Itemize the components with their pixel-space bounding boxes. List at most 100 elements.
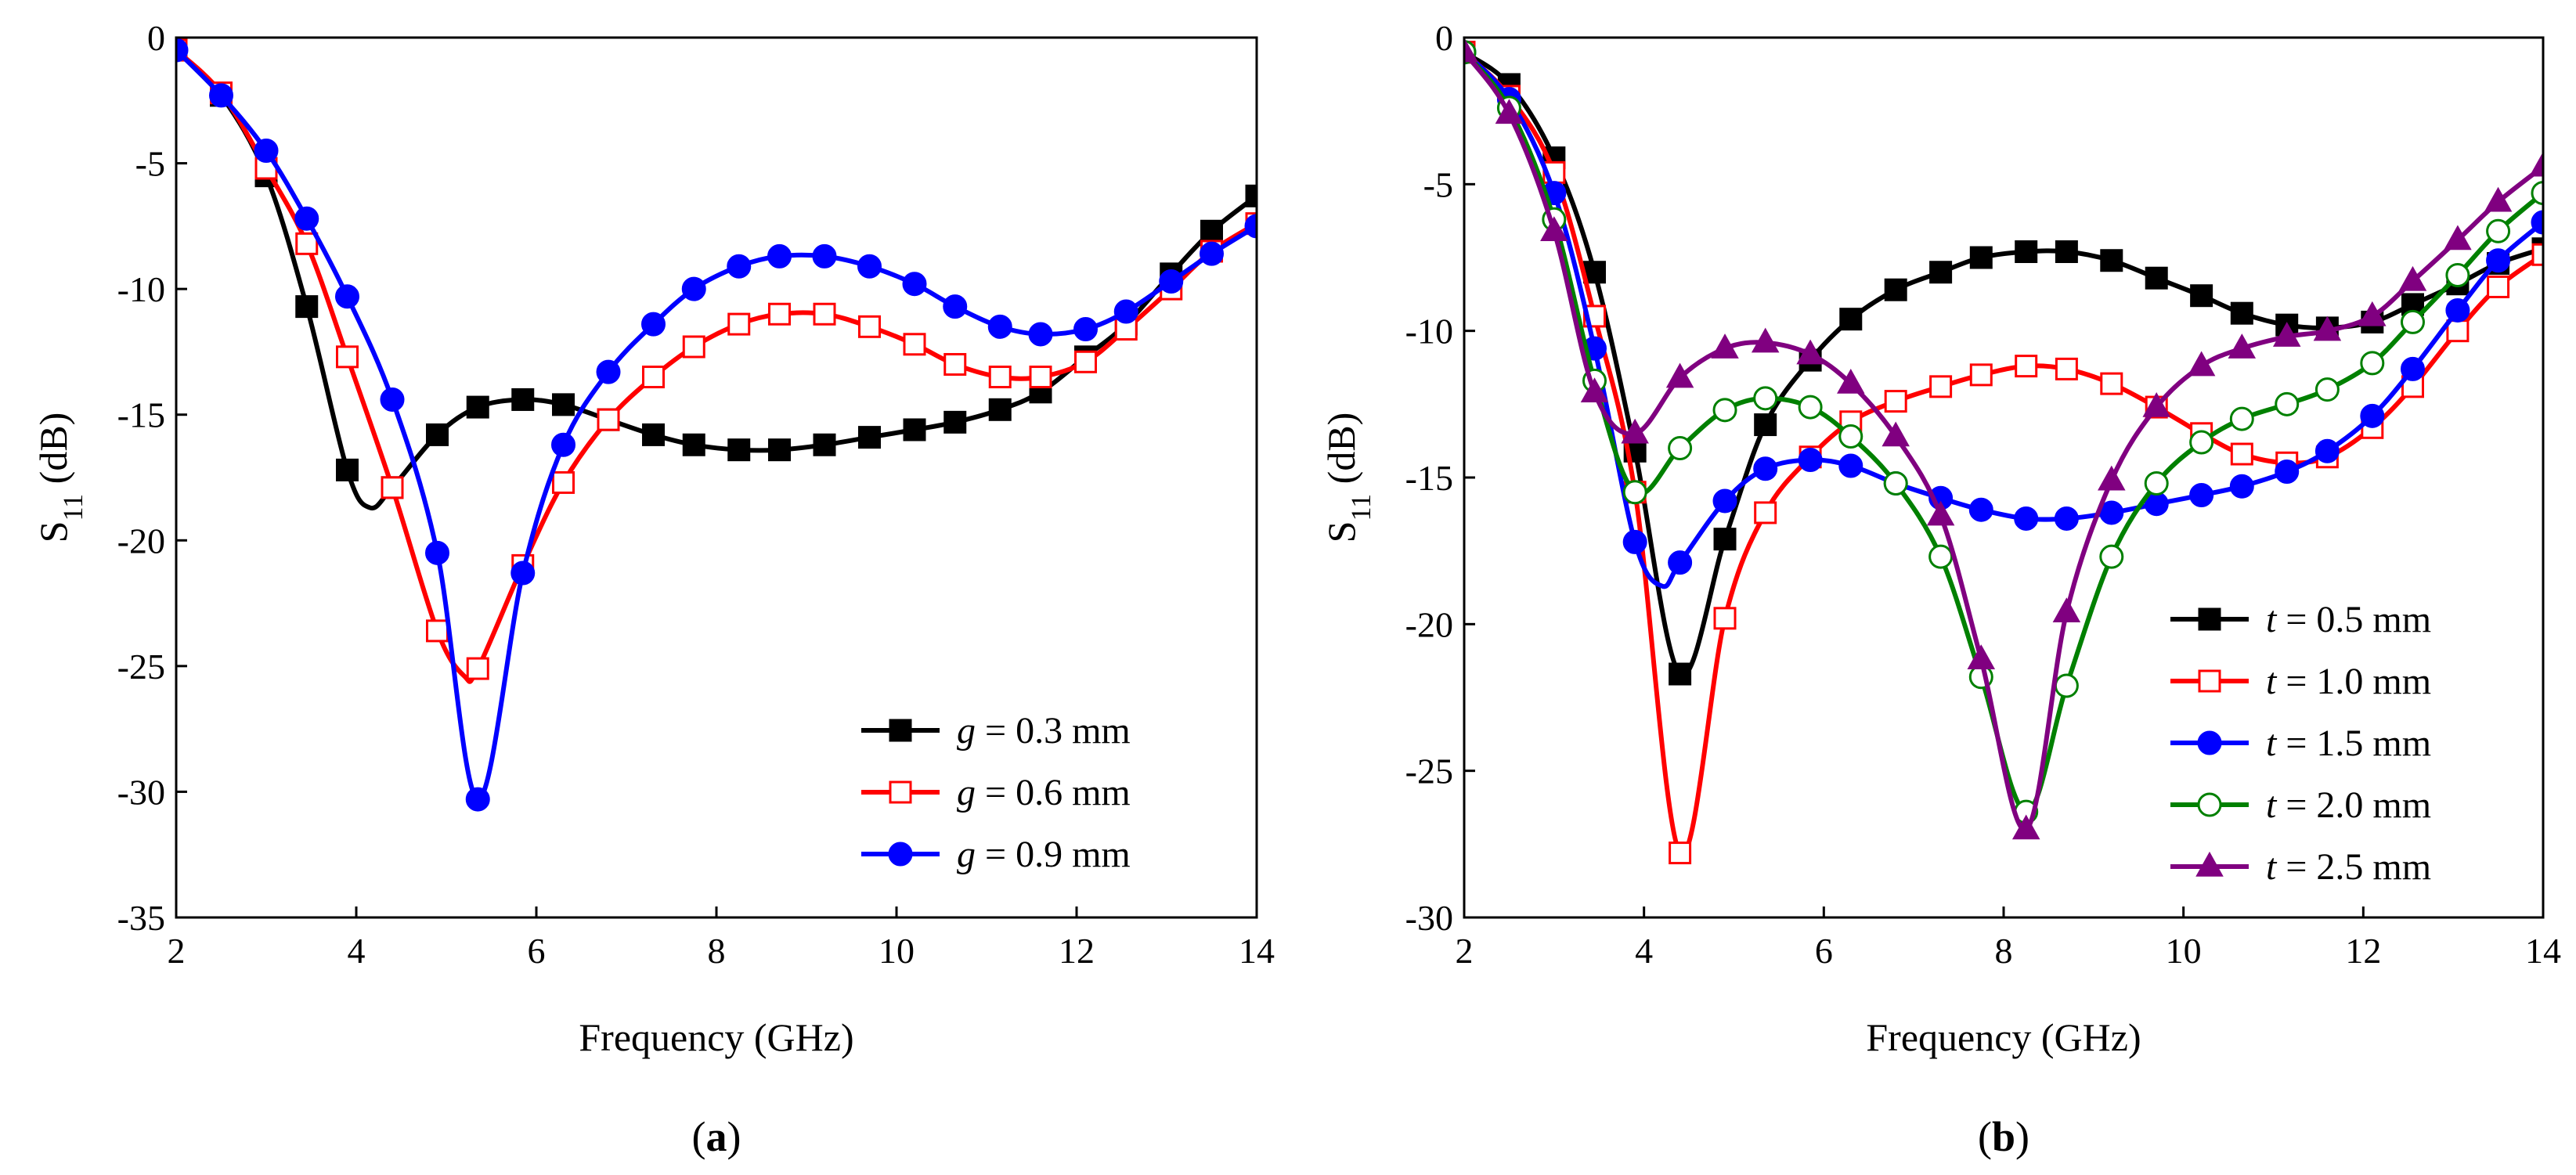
series-t-2-0-mm-marker-17 — [2189, 430, 2214, 455]
legend-g-0-6-mm-label: g = 0.6 mm — [957, 772, 1131, 813]
y-tick-label--10: -10 — [1405, 312, 1453, 351]
legend-t-2-0-mm-marker — [2197, 792, 2222, 817]
series-g-0-9-mm-marker-1 — [209, 83, 233, 108]
legend-g-0-3-mm-marker — [889, 719, 912, 742]
series-g-0-3-mm-marker-12 — [682, 433, 705, 456]
series-g-0-9-mm-marker-8 — [511, 560, 536, 586]
series-t-1-0-mm-marker-15 — [2100, 372, 2123, 395]
series-t-2-0-mm-marker-20 — [2314, 377, 2340, 402]
series-t-1-0-mm-marker-7 — [1754, 501, 1777, 524]
series-g-0-9-mm-marker-12 — [681, 276, 706, 301]
series-t-0-5-mm-marker-6 — [1713, 528, 1737, 551]
series-t-2-5-mm-marker-20 — [2313, 315, 2342, 341]
x-tick-label-2: 2 — [1456, 931, 1474, 971]
series-g-0-6-mm-marker-3 — [295, 232, 319, 255]
series-g-0-3-mm-marker-15 — [813, 433, 836, 456]
series-g-0-6-mm-marker-19 — [988, 366, 1012, 389]
x-tick-label-2: 2 — [168, 931, 186, 971]
series-g-0-6-mm-marker-18 — [943, 352, 967, 376]
y-tick-label-0: 0 — [1435, 18, 1453, 58]
legend-t-2-5-mm-marker — [2195, 851, 2224, 877]
series-t-1-5-mm-marker-5 — [1668, 550, 1693, 575]
y-tick-label--35: -35 — [117, 898, 165, 938]
series-t-1-5-mm-marker-9 — [1838, 453, 1863, 478]
series-t-2-0-mm-marker-10 — [1883, 470, 1908, 496]
series-t-0-5-mm-marker-7 — [1754, 413, 1777, 437]
series-g-0-6-mm-marker-20 — [1029, 366, 1052, 389]
y-tick-label--20: -20 — [117, 521, 165, 560]
series-g-0-9-mm-marker-5 — [380, 387, 405, 412]
panel-label: (b) — [1978, 1113, 2029, 1160]
series-g-0-9-mm-marker-9 — [551, 432, 575, 457]
series-t-1-0-mm-marker-10 — [1884, 390, 1907, 413]
series-g-0-3-mm-marker-8 — [511, 387, 535, 411]
chart-panel-b: 2 4 6 8 10 12 14 0 -5 -10 -15 -20 -25 -30 Frequency (G… — [1319, 18, 2561, 1160]
series-t-2-5-mm-marker-9 — [1837, 369, 1865, 394]
series-g-0-3-mm-marker-9 — [552, 393, 575, 416]
series-g-0-6-mm-marker-7 — [466, 657, 489, 680]
series-t-1-0-mm-marker-6 — [1713, 607, 1737, 630]
series-t-2-5-mm-marker-15 — [2098, 465, 2126, 491]
series-t-2-5-mm-marker-14 — [2052, 597, 2081, 623]
series-t-2-5-mm-marker-0 — [1464, 38, 1478, 63]
series-g-0-9-mm-marker-3 — [294, 206, 319, 231]
chart-panel-a: 2 4 6 8 10 12 14 0 -5 -10 -15 -20 -25 -30 -35 Frequency… — [31, 18, 1275, 1160]
series-g-0-9-mm-marker-22 — [1113, 299, 1138, 324]
x-tick-label-10: 10 — [879, 931, 915, 971]
series-t-1-5-mm-marker-13 — [2014, 506, 2039, 531]
series-g-0-9-mm-marker-11 — [641, 312, 666, 337]
panel-label: (a) — [692, 1113, 741, 1160]
series-t-2-5-mm-marker-21 — [2358, 301, 2387, 326]
series-t-2-5-mm-marker-6 — [1711, 333, 1739, 359]
series-t-2-5-mm-marker-2 — [1540, 216, 1568, 241]
x-tick-label-4: 4 — [348, 931, 366, 971]
y-tick-label--10: -10 — [117, 269, 165, 309]
x-axis-title: Frequency (GHz) — [1866, 1015, 2141, 1059]
series-t-1-0-mm-marker-18 — [2230, 442, 2253, 466]
series-t-2-0-mm-marker-23 — [2445, 262, 2470, 287]
series-t-1-5-mm-marker-19 — [2275, 460, 2300, 485]
series-g-0-9-mm-marker-15 — [812, 243, 837, 269]
series-g-0-3-mm-marker-16 — [858, 426, 881, 449]
series-t-2-5-mm-marker-22 — [2398, 265, 2427, 291]
x-tick-label-6: 6 — [1815, 931, 1833, 971]
x-tick-label-12: 12 — [1059, 931, 1095, 971]
series-t-1-5-mm-marker-23 — [2445, 297, 2470, 323]
y-tick-label--25: -25 — [117, 647, 165, 687]
series-g-0-6-mm-marker-21 — [1074, 350, 1097, 373]
series-t-1-0-mm-marker-12 — [1969, 363, 1993, 387]
series-g-0-9-mm-marker-23 — [1159, 269, 1184, 294]
y-tick-label--5: -5 — [135, 144, 165, 184]
legend-g-0-6-mm-marker — [889, 780, 912, 804]
series-group — [1464, 38, 2543, 865]
series-g-0-3-mm-marker-18 — [943, 410, 967, 434]
series-t-0-5-mm-marker-5 — [1669, 662, 1692, 686]
series-g-0-6-mm-marker-13 — [727, 312, 751, 336]
series-t-2-0-mm-marker-18 — [2229, 406, 2254, 431]
series-g-0-9-mm-marker-14 — [767, 243, 792, 269]
series-t-2-5-mm-marker-3 — [1580, 377, 1609, 403]
series-t-2-0-mm-marker-22 — [2400, 309, 2425, 334]
x-tick-label-14: 14 — [1239, 931, 1275, 971]
series-t-1-5-mm-marker-7 — [1753, 456, 1778, 481]
series-g-0-9-mm-marker-0 — [176, 38, 189, 63]
series-t-0-5-mm-marker-10 — [1884, 278, 1907, 301]
series-t-1-0-mm-marker-14 — [2055, 357, 2078, 380]
series-t-0-5-mm-marker-14 — [2055, 240, 2078, 264]
series-g-0-3-mm-marker-19 — [988, 398, 1012, 421]
series-g-0-6-mm-marker-14 — [768, 302, 791, 326]
legend: t = 0.5 mm t = 1.0 mm t = 1.5 mm t = 2.0 mm… — [2170, 599, 2431, 888]
series-t-1-5-mm-marker-15 — [2099, 500, 2124, 525]
legend-t-1-0-mm-marker — [2198, 669, 2221, 693]
series-t-2-0-mm-marker-8 — [1798, 395, 1823, 420]
legend-t-1-5-mm-label: t = 1.5 mm — [2266, 723, 2431, 764]
series-g-0-9-mm-marker-18 — [943, 294, 968, 319]
series-t-2-5-mm-marker-8 — [1796, 339, 1824, 365]
series-t-2-5-mm-marker-11 — [1926, 500, 1955, 526]
series-g-0-9-mm-marker-17 — [902, 272, 927, 297]
series-t-0-5-mm-marker-12 — [1969, 246, 1993, 269]
series-t-2-5-mm-marker-25 — [2529, 151, 2543, 177]
series-t-0-5-mm-marker-13 — [2015, 240, 2038, 264]
series-t-2-5-mm-marker-23 — [2444, 225, 2472, 250]
